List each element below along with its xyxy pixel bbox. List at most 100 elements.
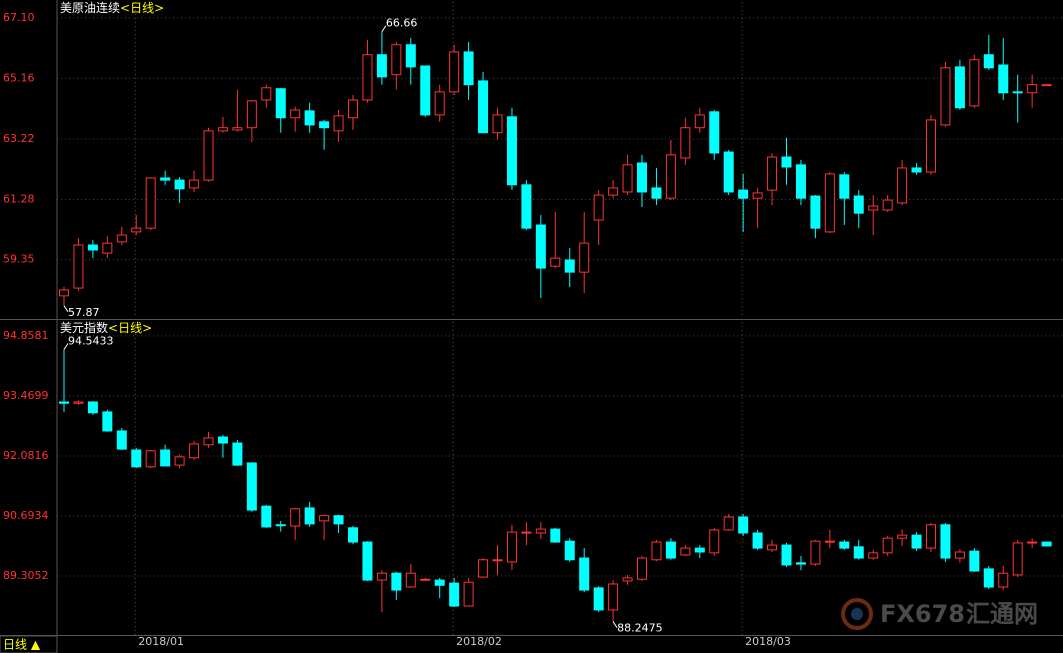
- candle-body: [738, 516, 749, 534]
- candle-body: [694, 547, 705, 553]
- candle-body: [752, 192, 763, 199]
- candle-body: [940, 524, 951, 559]
- candle-body: [998, 572, 1009, 588]
- candle-body: [506, 531, 517, 563]
- candle-body: [261, 87, 272, 101]
- candle-body: [319, 515, 330, 522]
- candle-body: [680, 547, 691, 556]
- candle-body: [940, 67, 951, 126]
- candle-body: [795, 164, 806, 199]
- candle-body: [752, 532, 763, 549]
- max-label: 66.66: [386, 17, 418, 30]
- candle-body: [651, 187, 662, 199]
- candle-body: [1012, 542, 1023, 576]
- candle-body: [174, 456, 185, 466]
- candle-body: [449, 51, 460, 93]
- candle-body: [853, 195, 864, 214]
- candle-body: [478, 80, 489, 134]
- panel-title-period: <日线>: [120, 1, 164, 15]
- min-label: 57.87: [68, 306, 100, 319]
- candle-body: [1027, 541, 1038, 544]
- candle-body: [232, 442, 243, 466]
- candle-body: [131, 449, 142, 468]
- candle-body: [391, 44, 402, 76]
- candle-body: [550, 528, 561, 543]
- max-label: 94.5433: [68, 335, 114, 348]
- candle-body: [868, 552, 879, 559]
- candle-body: [261, 505, 272, 528]
- candle-body: [608, 583, 619, 611]
- y-tick-label: 94.8581: [3, 329, 49, 342]
- candle-body: [637, 557, 647, 580]
- candle-body: [434, 91, 445, 116]
- x-tick-label: 2018/02: [456, 635, 502, 648]
- candle-body: [535, 224, 546, 269]
- panel-title: 美元指数<日线>: [60, 320, 152, 335]
- x-tick-label: 2018/03: [745, 635, 791, 648]
- min-pointer: [63, 305, 69, 313]
- candle-body: [217, 436, 228, 444]
- candle-body: [73, 244, 84, 289]
- y-tick-label: 61.28: [3, 192, 35, 205]
- watermark-logo: [841, 598, 873, 630]
- candle-body: [665, 541, 676, 559]
- candle-body: [781, 544, 792, 566]
- candle-body: [680, 127, 691, 159]
- candle-body: [983, 54, 994, 69]
- candle-body: [376, 572, 387, 581]
- watermark-brand: FX678: [880, 600, 965, 628]
- candle-body: [882, 537, 893, 554]
- candle-body: [145, 450, 156, 468]
- candle-body: [362, 541, 373, 581]
- y-tick-label: 92.0816: [3, 449, 49, 462]
- candle-body: [897, 167, 908, 204]
- candle-body: [824, 540, 835, 543]
- x-tick-label: 2018/01: [138, 635, 184, 648]
- candle-body: [622, 577, 633, 582]
- candle-body: [59, 401, 69, 404]
- candle-body: [189, 443, 200, 459]
- candle-body: [348, 99, 358, 119]
- candle-body: [463, 51, 474, 86]
- candle-body: [160, 449, 171, 467]
- candle-body: [319, 121, 330, 129]
- candle-body: [781, 156, 792, 168]
- candle-body: [839, 174, 850, 199]
- candle-body: [492, 559, 503, 562]
- y-tick-label: 59.35: [3, 253, 35, 266]
- y-tick-label: 93.4699: [3, 389, 49, 402]
- candle-body: [521, 184, 532, 229]
- candle-body: [651, 541, 662, 561]
- candle-body: [954, 551, 965, 559]
- candle-body: [333, 515, 344, 525]
- candle-body: [1012, 91, 1023, 94]
- candle-body: [926, 119, 936, 173]
- min-label: 88.2475: [617, 622, 663, 635]
- candle-body: [564, 540, 575, 561]
- min-pointer: [612, 621, 618, 628]
- candle-body: [391, 572, 402, 591]
- panel-title-name: 美元指数: [60, 320, 108, 335]
- candle-body: [189, 179, 200, 189]
- candle-body: [290, 109, 301, 119]
- candle-body: [478, 559, 489, 578]
- candle-body: [506, 116, 517, 186]
- watermark-logo-core: [851, 608, 863, 620]
- candle-body: [348, 527, 358, 543]
- candle-body: [926, 524, 936, 549]
- candle-body: [1041, 541, 1052, 547]
- max-pointer: [381, 25, 387, 32]
- candle-body: [145, 177, 156, 229]
- candle-body: [911, 534, 922, 549]
- candle-body: [290, 508, 301, 527]
- candle-body: [73, 401, 84, 404]
- candle-body: [232, 127, 243, 131]
- period-button-label[interactable]: 日线 ▲: [3, 638, 41, 652]
- period-button[interactable]: [0, 635, 58, 653]
- candle-body: [954, 66, 965, 109]
- candle-body: [492, 114, 503, 134]
- y-tick-label: 63.22: [3, 132, 35, 145]
- candle-body: [709, 111, 720, 154]
- candle-body: [405, 44, 416, 68]
